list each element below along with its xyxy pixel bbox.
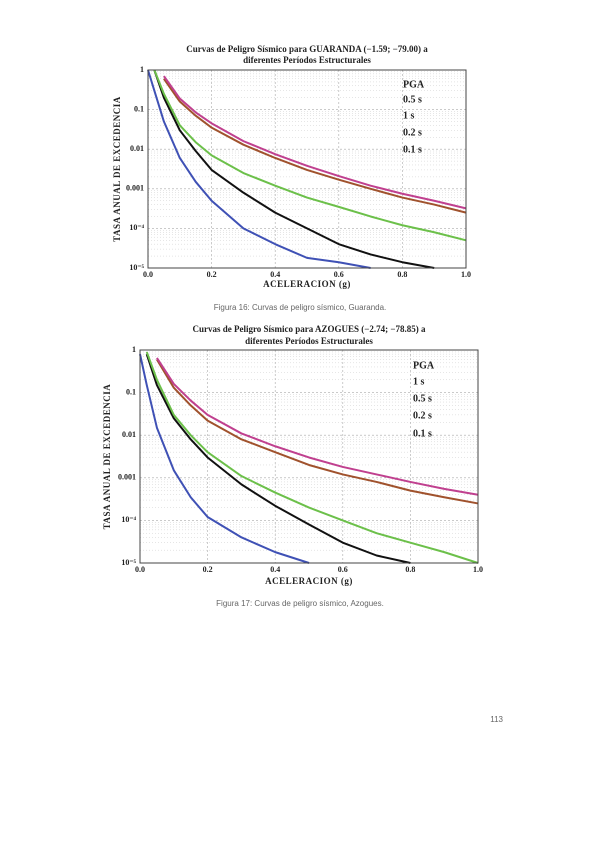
x-tick-label: 0.4: [270, 565, 280, 574]
chart-title: diferentes Períodos Estructurales: [245, 336, 373, 346]
series-line: [156, 358, 479, 505]
series-line: [147, 69, 371, 269]
x-tick-label: 0.2: [207, 270, 217, 279]
legend-label: PGA: [403, 79, 425, 90]
chart-title: Curvas de Peligro Sísmico para AZOGUES (…: [192, 324, 426, 334]
y-tick-label: 10⁻⁴: [129, 223, 144, 232]
y-tick-label: 0.01: [130, 144, 144, 153]
chart: 1 0.1 0.01 0.001 10⁻⁴ 10⁻⁵0.0 0.2 0.4 0.6 0.8 1.0 P…: [102, 324, 483, 586]
y-axis-label: TASA ANUAL DE EXCEDENCIA: [112, 96, 122, 242]
y-tick-label: 0.1: [134, 104, 144, 113]
x-tick-label: 0.6: [334, 270, 344, 279]
y-tick-label: 0.001: [126, 184, 144, 193]
chart-title: Curvas de Peligro Sísmico para GUARANDA …: [186, 44, 428, 54]
plot-frame: [139, 349, 479, 564]
chart: 1 0.1 0.01 0.001 10⁻⁴ 10⁻⁵0.0 0.2 0.4 0.6 0.8 1.0 P…: [112, 44, 471, 289]
x-tick-label: 1.0: [461, 270, 471, 279]
legend-label: 1 s: [413, 376, 425, 387]
series-line: [163, 75, 467, 210]
series-line: [163, 78, 467, 214]
y-axis-label: TASA ANUAL DE EXCEDENCIA: [102, 384, 112, 530]
legend-label: 0.5 s: [403, 94, 422, 105]
legend-label: 0.1 s: [403, 144, 422, 155]
legend-label: PGA: [413, 360, 435, 371]
y-tick-label: 0.01: [122, 430, 136, 439]
y-tick-label: 0.001: [118, 473, 136, 482]
x-axis-label: ACELERACION (g): [265, 576, 353, 586]
caption: Figura 17: Curvas de peligro sísmico, Az…: [216, 599, 384, 608]
y-tick-label: 1: [132, 345, 136, 354]
x-tick-label: 0.2: [203, 565, 213, 574]
x-tick-label: 0.6: [338, 565, 348, 574]
legend-label: 0.2 s: [413, 410, 432, 421]
x-tick-label: 1.0: [473, 565, 483, 574]
caption: Figura 16: Curvas de peligro sísmico, Gu…: [214, 303, 387, 312]
chart-title: diferentes Períodos Estructurales: [243, 55, 371, 65]
x-tick-label: 0.0: [143, 270, 153, 279]
y-tick-label: 0.1: [126, 387, 136, 396]
x-tick-label: 0.8: [405, 565, 415, 574]
legend-label: 1 s: [403, 110, 415, 121]
x-tick-label: 0.0: [135, 565, 145, 574]
series-line: [153, 69, 467, 242]
y-tick-label: 10⁻⁴: [121, 515, 136, 524]
legend-label: 0.5 s: [413, 393, 432, 404]
series-line: [145, 351, 479, 564]
x-axis-label: ACELERACION (g): [263, 279, 351, 289]
series-line: [156, 357, 479, 496]
legend-label: 0.2 s: [403, 127, 422, 138]
page-number: 113: [490, 715, 503, 724]
y-tick-label: 10⁻⁵: [121, 558, 136, 567]
legend-label: 0.1 s: [413, 428, 432, 439]
plot-frame: [147, 69, 467, 269]
x-tick-label: 0.8: [397, 270, 407, 279]
x-tick-label: 0.4: [270, 270, 280, 279]
series-line: [145, 353, 411, 564]
y-tick-label: 1: [140, 65, 144, 74]
series-line: [153, 69, 435, 269]
series-line: [139, 353, 310, 564]
y-tick-label: 10⁻⁵: [129, 263, 144, 272]
